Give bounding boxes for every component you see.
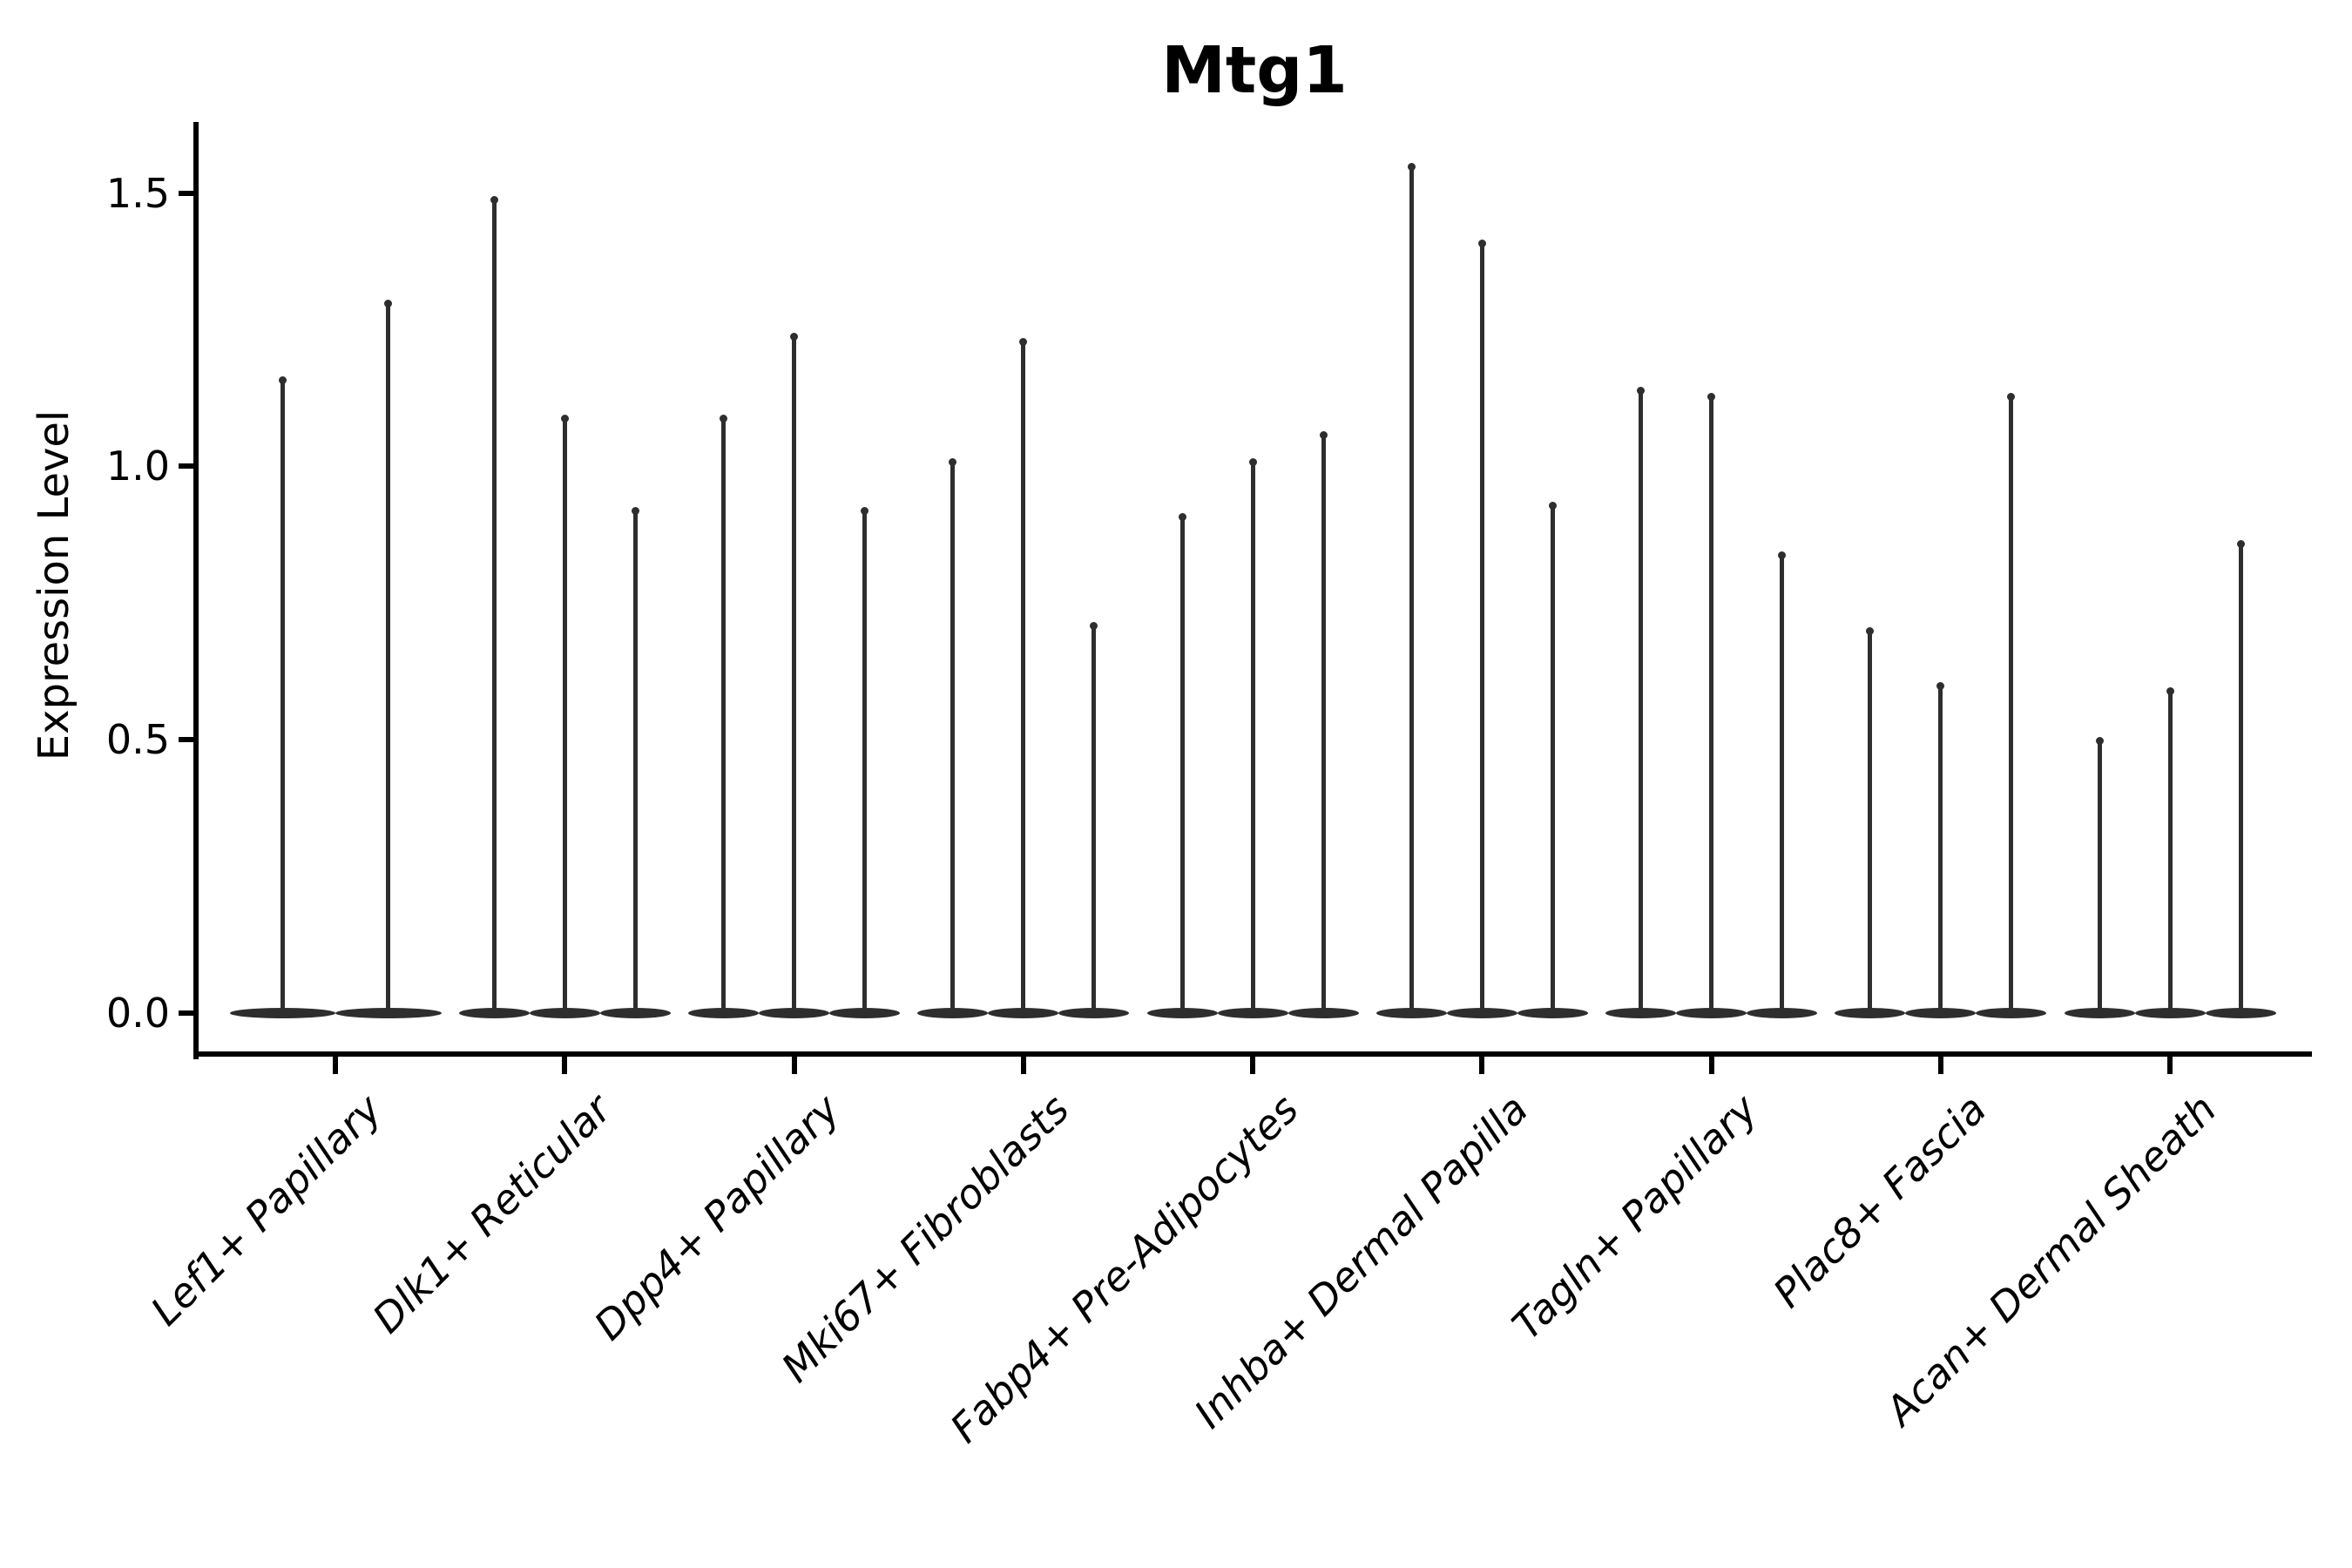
y-tick-mark: [179, 463, 193, 470]
y-axis-label: Expression Level: [30, 409, 78, 761]
violin-max-point: [1248, 458, 1257, 467]
y-tick-mark: [179, 1010, 193, 1016]
violin-spike: [280, 378, 285, 1017]
x-axis-spine: [193, 1051, 2312, 1057]
violin-spike: [1250, 461, 1255, 1017]
violin-spike: [2009, 395, 2014, 1017]
violin-max-point: [1319, 430, 1328, 439]
violin-spike: [2238, 543, 2243, 1017]
violin-spike: [1321, 433, 1326, 1017]
violin-max-point: [631, 507, 639, 516]
violin-max-point: [1707, 392, 1715, 401]
x-tick-label-category: Tagln+ Papillary: [1503, 1085, 1767, 1349]
x-tick-mark: [1479, 1057, 1485, 1074]
violin-max-point: [278, 375, 287, 384]
x-tick-mark: [1250, 1057, 1255, 1074]
violin-max-point: [2236, 540, 2245, 549]
violin-max-point: [2166, 687, 2174, 696]
violin-max-point: [1477, 240, 1486, 248]
violin-max-point: [1407, 163, 1416, 172]
violin-spike: [632, 510, 638, 1017]
x-tick-mark: [2167, 1057, 2173, 1074]
violin-spike: [1409, 166, 1414, 1017]
violin-max-point: [720, 414, 727, 422]
violin-max-point: [1090, 622, 1098, 631]
violin-spike: [1092, 625, 1097, 1017]
y-tick-mark: [179, 190, 193, 196]
violin-max-point: [1019, 338, 1028, 347]
violin-spike: [2167, 690, 2173, 1017]
violin-max-point: [790, 332, 798, 341]
violin-max-point: [384, 300, 393, 308]
violin-spike: [1179, 515, 1185, 1017]
x-tick-mark: [791, 1057, 797, 1074]
violin-max-point: [1936, 682, 1945, 691]
violin-max-point: [1548, 502, 1557, 510]
violin-spike: [386, 302, 391, 1017]
violin-max-point: [560, 414, 569, 422]
violin-spike: [862, 510, 867, 1017]
violin-spike: [792, 335, 796, 1017]
x-tick-label-category: Plac8+ Fascia: [1764, 1085, 1996, 1317]
violin-spike: [1550, 504, 1555, 1017]
violin-max-point: [861, 507, 868, 516]
x-tick-mark: [562, 1057, 568, 1074]
violin-spike: [1780, 553, 1784, 1017]
x-tick-label-category: Dpp4+ Papillary: [585, 1085, 849, 1349]
violin-max-point: [1637, 387, 1645, 395]
y-tick-mark: [179, 736, 193, 742]
violin-max-point: [949, 458, 957, 467]
violin-spike: [1021, 341, 1026, 1017]
violin-spike: [1709, 395, 1713, 1017]
y-axis-spine: [193, 122, 199, 1059]
chart-title: Mtg1: [1161, 33, 1348, 108]
y-tick-label: 1.0: [105, 443, 170, 490]
violin-spike: [950, 461, 956, 1017]
violin-max-point: [1178, 512, 1186, 521]
y-tick-label: 0.5: [105, 715, 170, 763]
violin-spike: [1479, 242, 1484, 1017]
violin-spike: [562, 416, 567, 1017]
x-tick-label-category: Dlk1+ Reticular: [362, 1085, 620, 1342]
violin-spike: [491, 198, 497, 1017]
x-tick-mark: [1020, 1057, 1026, 1074]
violin-spike: [2097, 739, 2102, 1017]
y-tick-label: 1.5: [105, 169, 170, 217]
violin-spike: [1639, 389, 1643, 1017]
x-tick-mark: [333, 1057, 338, 1074]
violin-max-point: [2007, 392, 2016, 401]
x-tick-mark: [1708, 1057, 1714, 1074]
x-tick-mark: [1937, 1057, 1943, 1074]
x-tick-label-category: Lef1+ Papillary: [141, 1085, 391, 1335]
violin-max-point: [1866, 627, 1875, 636]
violin-spike: [721, 416, 726, 1017]
violin-max-point: [2095, 736, 2104, 745]
y-tick-label: 0.0: [105, 989, 170, 1037]
violin-max-point: [1778, 551, 1786, 559]
violin-max-point: [490, 195, 498, 204]
violin-spike: [1938, 685, 1943, 1017]
violin-spike: [1868, 630, 1873, 1017]
